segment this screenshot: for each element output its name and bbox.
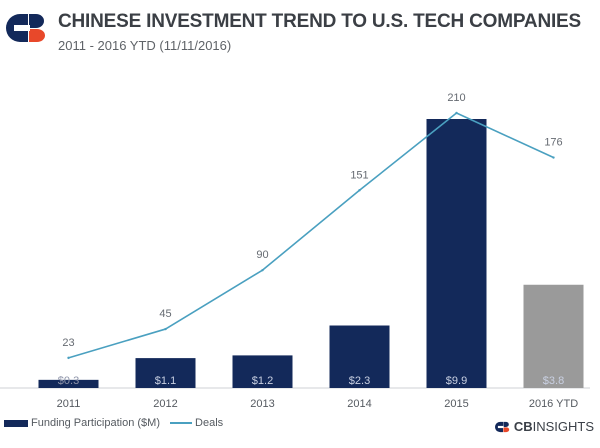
deals-point <box>455 111 458 115</box>
x-tick-label: 2014 <box>347 398 371 410</box>
x-tick-label: 2013 <box>250 398 274 410</box>
deals-point <box>67 356 70 360</box>
legend-bar-label: Funding Participation ($M) <box>31 417 161 429</box>
bar-2013 <box>232 355 293 388</box>
bar-value-label: $9.9 <box>446 375 467 387</box>
bar-2016-ytd <box>523 284 584 388</box>
bar-2012 <box>135 358 196 388</box>
bar-2011 <box>38 379 99 388</box>
bar-2014 <box>329 325 390 388</box>
deals-value-label: 176 <box>544 137 562 149</box>
bar-value-label: $0.3 <box>58 375 79 387</box>
brand-mark: CB INSIGHTS <box>494 419 594 434</box>
x-tick-label: 2016 YTD <box>529 398 578 410</box>
bar-value-label: $3.8 <box>543 375 564 387</box>
deals-point <box>164 327 167 331</box>
brand-bold: CB <box>513 419 533 434</box>
brand-rest: INSIGHTS <box>532 419 594 434</box>
deals-value-label: 151 <box>350 169 368 181</box>
bar-value-label: $2.3 <box>349 375 370 387</box>
chart-subtitle: 2011 - 2016 YTD (11/11/2016) <box>58 38 232 53</box>
deals-value-label: 45 <box>159 308 171 320</box>
deals-value-label: 90 <box>256 249 268 261</box>
deals-value-label: 210 <box>447 92 465 104</box>
legend-line-swatch <box>170 422 193 424</box>
cb-mini-logo-icon <box>494 421 509 432</box>
cb-insights-logo <box>6 14 45 42</box>
deals-point <box>358 189 361 192</box>
bar-value-label: $1.1 <box>155 375 176 387</box>
x-tick-label: 2011 <box>57 398 81 410</box>
legend-bar-swatch <box>4 419 28 427</box>
chart-title: CHINESE INVESTMENT TREND TO U.S. TECH CO… <box>58 11 581 32</box>
deals-point <box>552 156 555 159</box>
legend-line-label: Deals <box>195 417 224 429</box>
x-tick-label: 2012 <box>153 398 177 410</box>
deals-value-label: 23 <box>62 337 74 349</box>
deals-point <box>261 268 264 272</box>
bar-2015 <box>426 119 487 388</box>
bar-value-label: $1.2 <box>252 375 273 387</box>
x-tick-label: 2015 <box>444 398 468 410</box>
chart-legend: Funding Participation ($M) Deals <box>4 417 223 429</box>
deals-line <box>68 112 554 359</box>
